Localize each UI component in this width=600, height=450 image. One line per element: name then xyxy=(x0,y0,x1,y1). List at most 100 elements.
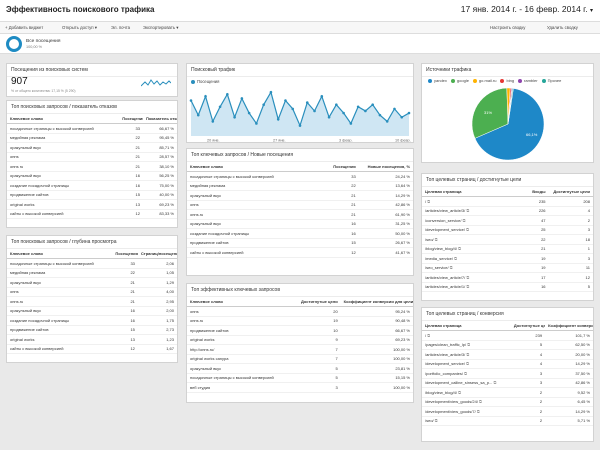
row-label-cell[interactable]: original works xyxy=(7,334,113,345)
table-row[interactable]: оракульный вкус 21 14,29 % xyxy=(187,190,413,201)
table-row[interactable]: продвижение сайтов 15 26,67 % xyxy=(187,238,413,248)
table-row[interactable]: посадочные страницы с высокой конверсией… xyxy=(187,373,413,383)
row-label-cell[interactable]: /development/view_goods/24/ ⧉ xyxy=(422,397,511,407)
row-label-cell[interactable]: продвижение сайтов xyxy=(187,325,291,336)
row-label-cell[interactable]: сайты с высокой конверсией xyxy=(7,209,120,219)
external-link-icon[interactable]: ⧉ xyxy=(465,284,470,290)
row-label-cell[interactable]: /development_service/ ⧉ xyxy=(422,359,511,369)
table-row[interactable]: /media_service/ ⧉ 19 3 xyxy=(422,253,593,264)
row-label-cell[interactable]: /articles/view_article/3/ ⧉ xyxy=(422,206,518,216)
row-label-cell[interactable]: медийная реклама xyxy=(187,181,319,191)
row-label-cell[interactable]: сайты с высокой конверсией xyxy=(187,247,319,258)
row-label-cell[interactable]: оракульный вкус xyxy=(7,142,120,153)
table-row[interactable]: медийная реклама 22 95,45 % xyxy=(7,133,177,143)
share-button[interactable]: Открыть доступ ▾ xyxy=(62,25,97,30)
column-header[interactable]: Коэффициент конверсии для цели xyxy=(340,297,413,307)
external-link-icon[interactable]: ⧉ xyxy=(461,217,466,223)
row-label-cell[interactable]: /pages/clean_traffic_lp/ ⧉ xyxy=(422,340,511,350)
column-header[interactable]: Показатель отказов xyxy=(142,114,177,124)
external-link-icon[interactable]: ⧉ xyxy=(466,342,471,348)
column-header[interactable]: Ключевое слово xyxy=(187,162,319,172)
row-label-cell[interactable]: опнs xyxy=(187,306,291,317)
column-header[interactable]: Достигнутые цели xyxy=(510,321,546,331)
row-label-cell[interactable]: посадочные страницы с высокой конверсией xyxy=(187,373,291,383)
table-row[interactable]: медийная реклама 22 1,05 xyxy=(7,268,177,278)
row-label-cell[interactable]: продвижение сайтов xyxy=(187,238,319,248)
external-link-icon[interactable]: ⧉ xyxy=(477,399,482,405)
column-header[interactable]: Входы xyxy=(517,187,549,197)
row-label-cell[interactable]: веб студия xyxy=(187,382,291,393)
row-label-cell[interactable]: опнs.ru xyxy=(7,296,113,307)
table-row[interactable]: продвижение сайтов 15 40,00 % xyxy=(7,190,177,200)
add-widget-button[interactable]: + Добавить виджет xyxy=(5,25,44,30)
row-label-cell[interactable]: /seo/ ⧉ xyxy=(422,234,518,245)
row-label-cell[interactable]: посадочные страницы с высокой конверсией xyxy=(7,258,113,269)
external-link-icon[interactable]: ⧉ xyxy=(465,361,469,367)
row-label-cell[interactable]: оракульный вкус xyxy=(7,277,113,288)
external-link-icon[interactable]: ⧉ xyxy=(492,380,497,386)
row-label-cell[interactable]: /development_service/ ⧉ xyxy=(422,225,518,235)
table-row[interactable]: /articles/view_article/3/ ⧉ 4 20,00 % xyxy=(422,349,593,360)
table-row[interactable]: /blog/view_blog/4/ ⧉ 2 9,52 % xyxy=(422,387,593,398)
row-label-cell[interactable]: /blog/view_blog/4/ ⧉ xyxy=(422,244,518,254)
column-header[interactable]: Посещения xyxy=(318,162,359,172)
row-label-cell[interactable]: http://опнs.ru/ xyxy=(187,344,291,355)
delete-dashboard-button[interactable]: Удалить сводку xyxy=(547,25,578,30)
column-header[interactable]: Ключевое слово xyxy=(187,297,291,307)
export-button[interactable]: Экспортировать ▾ xyxy=(143,25,179,30)
table-row[interactable]: создание посадочной страницы 16 50,00 % xyxy=(187,228,413,239)
table-row[interactable]: / ⧉ 239 101,7 % xyxy=(422,330,593,341)
table-row[interactable]: /portfolio_companies/ ⧉ 3 37,50 % xyxy=(422,368,593,379)
customize-dashboard-button[interactable]: Настроить сводку xyxy=(490,25,526,30)
table-row[interactable]: http://опнs.ru/7 100,00 % xyxy=(187,344,413,355)
table-row[interactable]: /development_calline_sinsess_sa_p... ⧉ 3 4… xyxy=(422,378,593,388)
table-row[interactable]: /articles/view_article/7/ ⧉ 17 12 xyxy=(422,272,593,283)
row-label-cell[interactable]: /portfolio_companies/ ⧉ xyxy=(422,368,511,379)
table-row[interactable]: опнs 21 42,86 % xyxy=(187,200,413,210)
table-row[interactable]: /articles/view_article/1/ ⧉ 16 5 xyxy=(422,282,593,292)
table-row[interactable]: опнs ru 21 38,10 % xyxy=(7,161,177,172)
row-label-cell[interactable]: оракульный вкус xyxy=(187,363,291,374)
row-label-cell[interactable]: /articles/view_article/3/ ⧉ xyxy=(422,349,511,360)
column-header[interactable]: Достигнутые цели xyxy=(290,297,341,307)
table-row[interactable]: создание посадочной страницы 16 1,75 xyxy=(7,315,177,326)
column-header[interactable]: Коэффициент конверсии для цели xyxy=(545,321,593,331)
table-row[interactable]: /development_service/ ⧉ 4 14,29 % xyxy=(422,359,593,369)
row-label-cell[interactable]: / ⧉ xyxy=(422,330,511,341)
table-row[interactable]: оракульный вкус 16 56,25 % xyxy=(7,171,177,181)
table-row[interactable]: /conversion_service/ ⧉ 47 2 xyxy=(422,215,593,226)
table-row[interactable]: /seo/ ⧉ 22 18 xyxy=(422,234,593,245)
row-label-cell[interactable]: опнs ru xyxy=(7,161,120,172)
segment-name[interactable]: Все посещения xyxy=(26,39,61,44)
column-header[interactable]: Посещения xyxy=(119,114,143,124)
table-row[interactable]: original works 13 1,23 xyxy=(7,334,177,345)
table-row[interactable]: опнs 21 28,57 % xyxy=(7,152,177,162)
row-label-cell[interactable]: /media_service/ ⧉ xyxy=(422,253,518,264)
table-row[interactable]: оракульный вкус 5 23,81 % xyxy=(187,363,413,374)
row-label-cell[interactable]: original works xyxy=(187,335,291,345)
row-label-cell[interactable]: сайты с высокой конверсией xyxy=(7,344,113,354)
table-row[interactable]: оракульный вкус 21 85,71 % xyxy=(7,142,177,153)
column-header[interactable]: Целевая страница xyxy=(422,321,511,331)
column-header[interactable]: Посещения xyxy=(112,249,138,259)
column-header[interactable]: Целевая страница xyxy=(422,187,518,197)
row-label-cell[interactable]: создание посадочной страницы xyxy=(7,180,120,191)
table-row[interactable]: сайты с высокой конверсией 12 1,67 xyxy=(7,344,177,354)
table-row[interactable]: original works 13 69,23 % xyxy=(7,199,177,210)
table-row[interactable]: /development/view_goods/7/ ⧉ 2 14,29 % xyxy=(422,406,593,417)
external-link-icon[interactable]: ⧉ xyxy=(465,208,470,214)
external-link-icon[interactable]: ⧉ xyxy=(465,227,469,233)
date-range-picker[interactable]: 17 янв. 2014 г. - 16 февр. 2014 г. ▾ xyxy=(461,4,593,14)
row-label-cell[interactable]: создание посадочной страницы xyxy=(7,315,113,326)
row-label-cell[interactable]: /development/view_goods/7/ ⧉ xyxy=(422,406,511,417)
external-link-icon[interactable]: ⧉ xyxy=(457,246,461,252)
table-row[interactable]: опнs.ru 19 90,48 % xyxy=(187,316,413,326)
external-link-icon[interactable]: ⧉ xyxy=(433,418,438,424)
table-row[interactable]: /blog/view_blog/4/ ⧉ 21 1 xyxy=(422,244,593,254)
row-label-cell[interactable]: original works xyxy=(7,199,120,210)
table-row[interactable]: продвижение сайтов 10 66,67 % xyxy=(187,325,413,336)
row-label-cell[interactable]: опнs xyxy=(7,152,120,162)
table-row[interactable]: создание посадочной страницы 16 75,00 % xyxy=(7,180,177,191)
table-row[interactable]: оракульный вкус 16 2,00 xyxy=(7,306,177,316)
row-label-cell[interactable]: посадочные страницы с высокой конверсией xyxy=(187,171,319,182)
